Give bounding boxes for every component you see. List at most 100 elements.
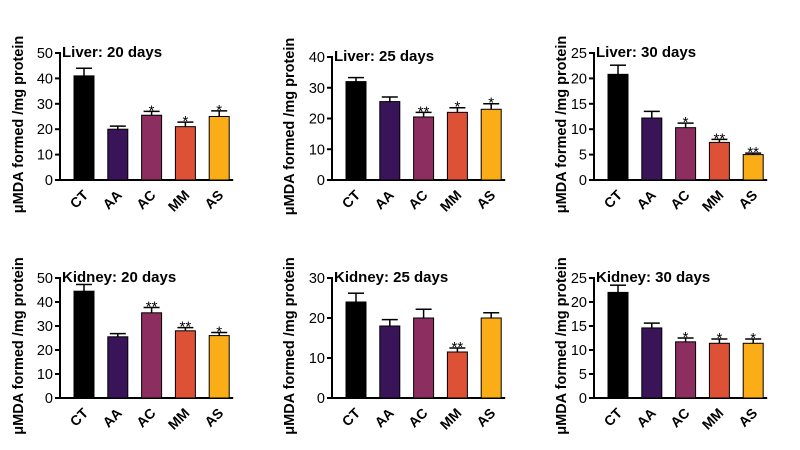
- y-tick-label: 10: [571, 343, 587, 359]
- y-tick-label: 40: [37, 295, 53, 311]
- x-tick-label: AS: [735, 187, 760, 212]
- y-tick-label: 10: [571, 122, 587, 138]
- chart-title: Liver: 30 days: [596, 44, 696, 61]
- x-tick-label: AS: [201, 187, 226, 212]
- bar-as: [480, 317, 502, 399]
- bar-mm: [708, 342, 730, 399]
- y-tick-label: 0: [317, 173, 325, 189]
- x-tick-label: AA: [371, 187, 397, 213]
- y-tick-label: 50: [37, 271, 53, 287]
- x-tick-label: AA: [633, 405, 659, 431]
- y-axis-label: μMDA formed /mg protein: [554, 36, 570, 214]
- x-tick-label: AC: [667, 187, 693, 213]
- y-tick-label: 5: [579, 148, 587, 164]
- significance-mark: *: [750, 330, 756, 347]
- y-tick-label: 10: [309, 142, 325, 158]
- y-tick-label: 30: [309, 81, 325, 97]
- chart-title: Kidney: 25 days: [334, 269, 448, 286]
- x-tick-label: MM: [699, 187, 727, 215]
- significance-mark: *: [454, 99, 460, 116]
- chart-panel-5: μMDA formed /mg protein 0 10 20 30 Kidney: 25…: [282, 257, 506, 435]
- x-tick-label: MM: [437, 187, 465, 215]
- y-axis-label: μMDA formed /mg protein: [11, 36, 27, 214]
- y-axis-label: μMDA formed /mg protein: [282, 38, 298, 216]
- significance-mark: **: [418, 103, 430, 120]
- bar-ct: [607, 73, 629, 181]
- bar-ct: [73, 75, 95, 181]
- significance-mark: *: [149, 102, 155, 119]
- significance-mark: **: [146, 299, 158, 316]
- chart-panel-1: μMDA formed /mg protein 0 10 20 30 40 50 Liver:…: [11, 36, 234, 215]
- bar-aa: [379, 325, 401, 399]
- x-tick-label: AA: [99, 405, 125, 431]
- x-tick-label: AA: [371, 405, 397, 431]
- chart-panel-6: μMDA formed /mg protein 0 5 10 15 20 25 Kidney:…: [554, 257, 768, 435]
- y-tick-label: 0: [45, 391, 53, 407]
- y-tick-label: 40: [37, 71, 53, 87]
- chart-panel-3: μMDA formed /mg protein 0 5 10 15 20 25 Liver: …: [554, 36, 768, 215]
- significance-mark: *: [716, 330, 722, 347]
- bar-mm: [708, 141, 730, 181]
- bar-mm: [174, 330, 196, 399]
- y-tick-label: 25: [571, 271, 587, 287]
- bar-aa: [379, 101, 401, 181]
- y-axis-label: μMDA formed /mg protein: [282, 257, 298, 435]
- y-tick-label: 10: [37, 367, 53, 383]
- bar-ac: [141, 312, 163, 399]
- bar-aa: [641, 327, 663, 399]
- x-tick-label: CT: [67, 404, 92, 429]
- x-tick-label: AS: [735, 405, 760, 430]
- significance-mark: **: [714, 130, 726, 147]
- chart-title: Liver: 20 days: [62, 44, 162, 61]
- significance-mark: *: [683, 114, 689, 131]
- bar-as: [742, 154, 764, 181]
- bar-ac: [413, 317, 435, 399]
- y-tick-label: 0: [579, 173, 587, 189]
- significance-mark: **: [747, 144, 759, 161]
- x-tick-label: CT: [339, 404, 364, 429]
- significance-mark: *: [216, 102, 222, 119]
- y-tick-label: 40: [309, 50, 325, 66]
- chart-title: Liver: 25 days: [334, 48, 434, 65]
- bar-ac: [675, 341, 697, 399]
- significance-mark: **: [180, 319, 192, 336]
- x-tick-label: MM: [437, 405, 465, 433]
- y-tick-label: 20: [37, 122, 53, 138]
- bar-ct: [345, 301, 367, 399]
- significance-mark: *: [683, 329, 689, 346]
- y-tick-label: 30: [37, 319, 53, 335]
- bar-ac: [675, 127, 697, 181]
- significance-mark: *: [488, 95, 494, 112]
- bar-as: [480, 108, 502, 181]
- bar-as: [208, 335, 230, 399]
- y-tick-label: 30: [309, 271, 325, 287]
- x-tick-label: AC: [133, 405, 159, 431]
- chart-title: Kidney: 30 days: [596, 269, 710, 286]
- x-tick-label: MM: [165, 405, 193, 433]
- y-tick-label: 10: [309, 351, 325, 367]
- y-axis-label: μMDA formed /mg protein: [554, 257, 570, 435]
- bar-as: [742, 342, 764, 399]
- x-tick-label: AA: [633, 187, 659, 213]
- bar-aa: [107, 128, 129, 181]
- significance-mark: *: [182, 113, 188, 130]
- y-tick-label: 20: [571, 71, 587, 87]
- x-tick-label: MM: [699, 405, 727, 433]
- bar-ct: [345, 81, 367, 181]
- x-tick-label: AA: [99, 187, 125, 213]
- bar-ct: [73, 290, 95, 399]
- significance-mark: **: [452, 339, 464, 356]
- x-tick-label: CT: [67, 186, 92, 211]
- y-tick-label: 30: [37, 97, 53, 113]
- significance-mark: *: [216, 323, 222, 340]
- chart-panel-4: μMDA formed /mg protein 0 10 20 30 40 50 Kidney…: [11, 257, 234, 435]
- bar-aa: [107, 336, 129, 399]
- y-tick-label: 10: [37, 148, 53, 164]
- bar-ac: [413, 116, 435, 181]
- x-tick-label: CT: [601, 186, 626, 211]
- y-tick-label: 20: [37, 343, 53, 359]
- y-tick-label: 15: [571, 97, 587, 113]
- y-tick-label: 25: [571, 46, 587, 62]
- chart-panel-2: μMDA formed /mg protein 0 10 20 30 40 Liver: 2…: [282, 38, 506, 216]
- y-tick-label: 20: [571, 295, 587, 311]
